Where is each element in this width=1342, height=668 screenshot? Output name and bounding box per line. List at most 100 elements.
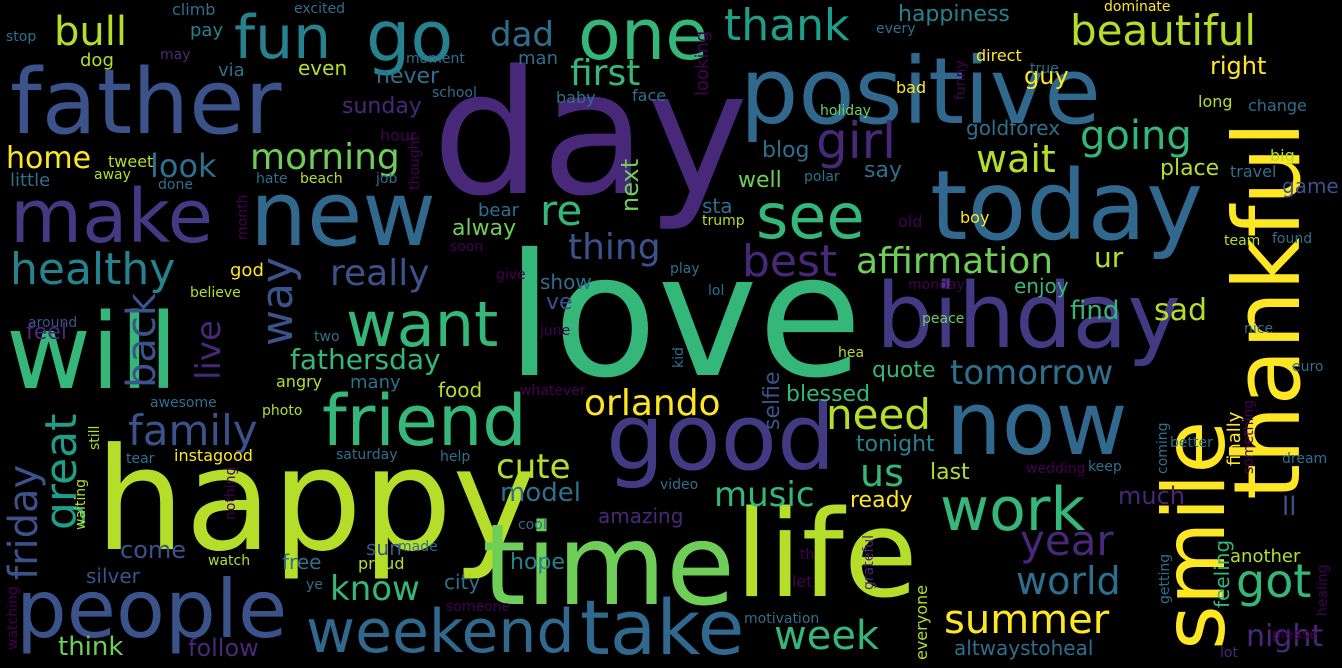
word-pay: pay [190,20,224,41]
word-face: face [632,86,667,105]
word-music: music [714,475,815,515]
word-give: give [496,267,526,283]
word-ll: ll [1282,492,1297,522]
word-man: man [518,48,558,69]
word-awesome: awesome [150,395,217,411]
word-june: june [540,323,571,339]
word-love: love [506,218,863,416]
word-whatever: whatever [520,383,586,399]
word-positive: positive [740,38,1101,145]
word-around: around [28,315,78,331]
word-bull: bull [54,9,127,55]
word-healthy: healthy [10,244,176,295]
word-peace: peace [922,311,965,327]
word-dream: dream [1282,451,1328,467]
word-goldforex: goldforex [966,116,1061,140]
word-enjoy: enjoy [1014,274,1069,298]
word-sun: sun [366,536,402,560]
word-re: re [540,186,583,235]
word-fathersday: fathersday [290,343,441,376]
word-morning: morning [250,137,400,178]
word-next: next [616,158,644,212]
word-trump: trump [702,213,745,229]
word-week: week [774,613,880,659]
word-live: live [189,320,229,380]
word-bear: bear [478,200,519,221]
word-hate: hate [256,171,288,187]
word-happiness: happiness [898,2,1010,27]
word-never: never [376,64,440,89]
word-show: show [540,270,592,294]
word-going: going [1080,113,1192,159]
word-another: another [1230,546,1301,567]
word-right: right [1210,52,1267,80]
word-coming: coming [1155,422,1171,474]
word-moment: moment [406,51,465,67]
word-orlando: orlando [584,383,721,424]
word-tomorrow: tomorrow [950,353,1114,393]
word-long: long [1198,92,1233,111]
word-little: little [10,170,51,191]
word-wait: wait [976,137,1056,181]
word-please: please [1272,627,1318,643]
word-life: life [735,486,918,625]
word-go: go [366,0,454,78]
word-night: night [1246,619,1324,654]
word-job: job [376,171,398,187]
word-hea: hea [838,345,865,361]
word-find: find [1070,296,1120,326]
word-see: see [756,180,865,253]
word-say: say [864,158,902,183]
word-everyone: everyone [912,585,931,660]
word-monday: monday [908,277,965,293]
word-let: let [792,572,813,591]
word-holiday: holiday [820,103,871,119]
word-best: best [742,236,838,287]
word-home: home [6,141,92,176]
word-game: game [1282,174,1339,198]
word-ve: ve [546,290,573,315]
word-better: better [1170,435,1213,451]
word-know: know [330,569,420,609]
word-take: take [580,583,745,668]
word-instagood: instagood [174,446,253,465]
word-watch: watch [208,553,251,569]
word-old: old [898,212,923,231]
word-beautiful: beautiful [1070,6,1257,55]
word-getting: getting [1157,553,1173,604]
word-us: us [860,451,904,495]
word-father: father [10,50,282,155]
word-girl: girl [816,112,897,170]
word-watching: watching [5,586,21,650]
word-found: found [1272,231,1313,247]
word-need: need [826,390,931,439]
word-guy: guy [1024,62,1069,90]
word-believe: believe [190,285,241,301]
word-follow: follow [188,634,259,662]
word-done: done [158,177,193,193]
word-world: world [1016,559,1121,603]
word-amazing: amazing [598,504,684,528]
word-want: want [346,288,499,361]
word-bad: bad [896,78,927,97]
word-team: team [1224,233,1261,249]
word-bihday: bihday [876,264,1181,369]
word-many: many [350,372,401,393]
word-selfie: selfie [760,371,785,430]
word-sta: sta [702,194,733,218]
word-happy: happy [95,418,537,583]
word-lol: lol [708,283,725,299]
word-first: first [570,53,641,94]
word-last: last [930,460,970,485]
word-looking: looking [692,30,713,96]
word-tear: tear [126,451,155,467]
word-two: two [314,329,340,345]
word-every: every [876,21,916,37]
word-something: something [1241,399,1257,474]
word-tonight: tonight [856,432,935,457]
word-nothing: nothing [223,466,239,520]
word-friday: friday [1,464,47,580]
word-angry: angry [276,372,323,391]
word-fun: fun [234,3,332,73]
word-euro: euro [1292,359,1324,375]
